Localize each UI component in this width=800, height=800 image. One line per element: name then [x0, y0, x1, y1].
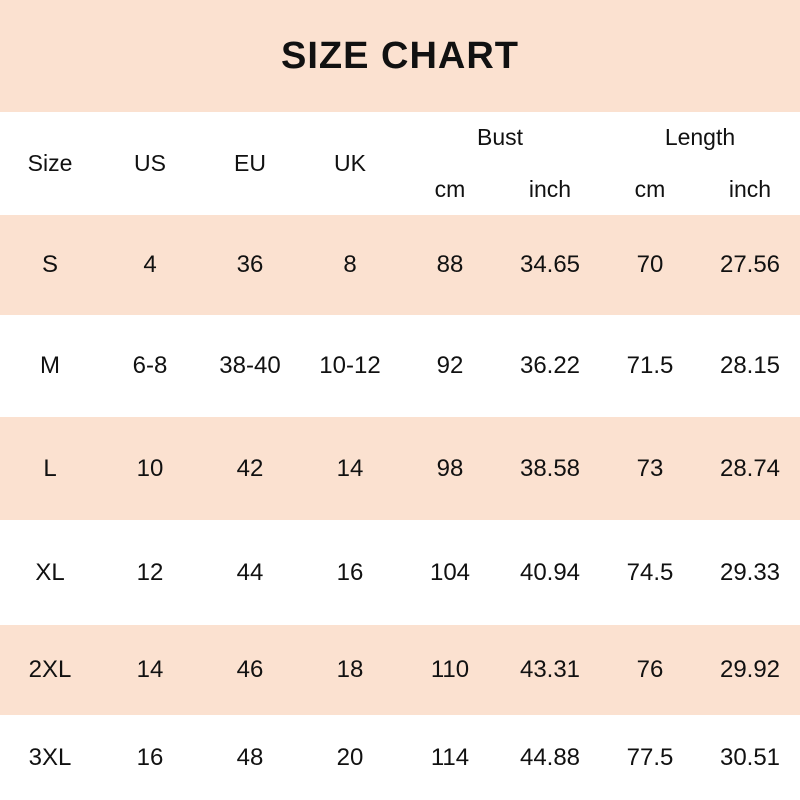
cell-bust-cm: 92: [436, 352, 464, 379]
cell-eu: 36: [236, 251, 264, 278]
page-title: SIZE CHART: [281, 34, 519, 77]
cell-us: 10: [136, 454, 164, 482]
cell-bust-inch: 44.88: [519, 743, 581, 771]
cell-bust-cm: 88: [436, 251, 464, 278]
column-group-bust: Bust: [476, 124, 524, 151]
cell-bust-cm: 110: [430, 656, 470, 683]
cell-length-cm: 77.5: [626, 743, 674, 771]
cell-length-cm: 71.5: [626, 352, 674, 379]
cell-eu: 48: [236, 743, 264, 771]
cell-size: L: [43, 454, 57, 482]
cell-bust-cm: 98: [436, 454, 464, 482]
cell-uk: 20: [336, 743, 364, 771]
cell-uk: 16: [336, 558, 364, 586]
subcolumn-header-length-cm: cm: [634, 175, 666, 202]
table-row-m: M 6-8 38-40 10-12 92 36.22 71.5 28.15: [0, 315, 800, 417]
column-header-us: US: [134, 150, 166, 176]
subcolumn-header-bust-cm: cm: [434, 175, 466, 202]
cell-size: M: [40, 352, 60, 379]
cell-size: XL: [35, 558, 65, 586]
cell-size: S: [41, 251, 58, 278]
table-row-3xl: 3XL 16 48 20 114 44.88 77.5 30.51: [0, 715, 800, 800]
cell-length-inch: 30.51: [719, 743, 781, 771]
table-row-l: L 10 42 14 98 38.58 73 28.74: [0, 417, 800, 520]
cell-length-cm: 73: [636, 454, 664, 482]
cell-bust-inch: 40.94: [519, 558, 581, 586]
cell-eu: 38-40: [219, 352, 281, 379]
cell-uk: 14: [336, 454, 364, 482]
cell-eu: 42: [236, 454, 264, 482]
table-row-2xl: 2XL 14 46 18 110 43.31 76 29.92: [0, 625, 800, 715]
title-banner: SIZE CHART: [0, 0, 800, 112]
cell-bust-inch: 43.31: [519, 656, 581, 683]
cell-length-inch: 27.56: [719, 251, 781, 278]
cell-us: 6-8: [132, 352, 168, 379]
column-header-eu: EU: [234, 150, 266, 176]
cell-uk: 10-12: [319, 352, 381, 379]
cell-length-inch: 28.15: [719, 352, 781, 379]
subcolumn-header-bust-inch: inch: [528, 175, 572, 202]
cell-length-inch: 28.74: [719, 454, 781, 482]
cell-eu: 44: [236, 558, 264, 586]
cell-bust-cm: 104: [429, 558, 471, 586]
cell-length-inch: 29.33: [719, 558, 781, 586]
cell-size: 2XL: [28, 656, 72, 683]
cell-us: 4: [143, 251, 157, 278]
column-group-length: Length: [664, 124, 736, 151]
cell-eu: 46: [236, 656, 264, 683]
cell-us: 12: [136, 558, 164, 586]
cell-bust-inch: 36.22: [519, 352, 581, 379]
cell-length-cm: 74.5: [626, 558, 674, 586]
cell-bust-inch: 34.65: [519, 251, 581, 278]
cell-length-cm: 70: [636, 251, 664, 278]
subcolumn-header-length-inch: inch: [728, 175, 772, 202]
cell-uk: 8: [343, 251, 357, 278]
cell-bust-inch: 38.58: [519, 454, 581, 482]
cell-uk: 18: [336, 656, 364, 683]
column-header-uk: UK: [334, 150, 366, 176]
cell-length-cm: 76: [636, 656, 664, 683]
cell-length-inch: 29.92: [719, 656, 781, 683]
table-row-s: S 4 36 8 88 34.65 70 27.56: [0, 215, 800, 315]
cell-bust-cm: 114: [430, 743, 470, 771]
table-row-xl: XL 12 44 16 104 40.94 74.5 29.33: [0, 520, 800, 625]
table-header: Size US EU UK Bust Length cm inch cm inc…: [0, 112, 800, 215]
cell-us: 16: [136, 743, 164, 771]
cell-us: 14: [136, 656, 164, 683]
cell-size: 3XL: [28, 743, 72, 771]
column-header-size: Size: [27, 150, 73, 176]
